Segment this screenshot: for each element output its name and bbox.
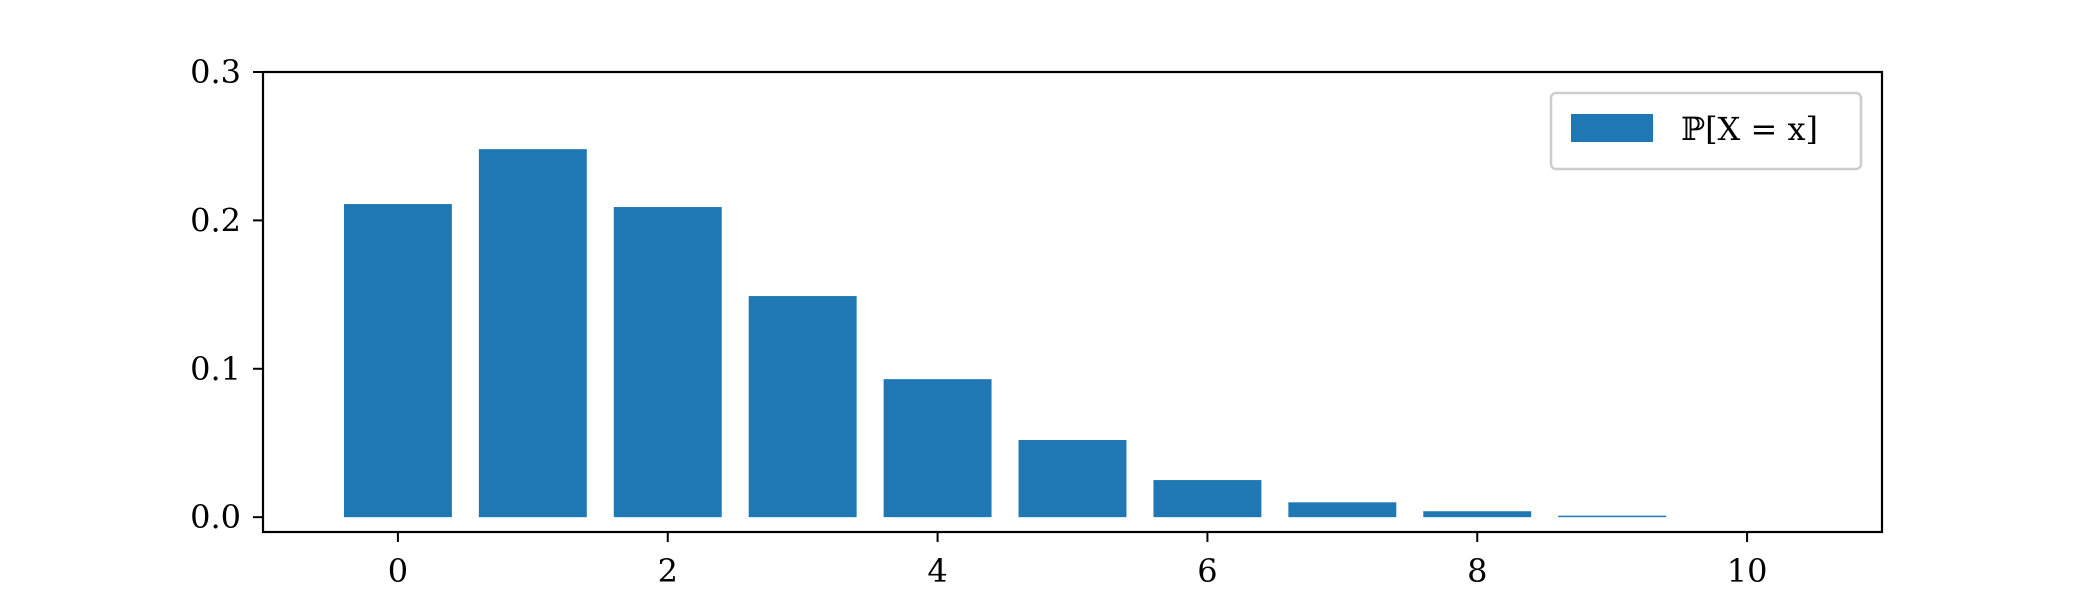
- x-tick-label: 0: [388, 552, 408, 590]
- plot-frame: [261, 70, 1884, 534]
- y-tick-label: 0.1: [190, 350, 241, 388]
- x-tick-label: 10: [1727, 552, 1768, 590]
- bar-2: [613, 207, 722, 518]
- x-tick-label: 8: [1467, 552, 1487, 590]
- bar-1: [478, 149, 587, 518]
- bar-0: [343, 204, 452, 518]
- legend-label: ℙ[X = x]: [1681, 110, 1818, 148]
- legend-swatch: [1571, 114, 1653, 142]
- y-axis-ticks: 0.0 0.1 0.2 0.3: [190, 53, 263, 536]
- y-tick-label: 0.3: [190, 53, 241, 91]
- y-tick-label: 0.2: [190, 201, 241, 239]
- bar-4: [883, 379, 992, 518]
- bar-3: [748, 296, 857, 518]
- y-tick-label: 0.0: [190, 498, 241, 536]
- x-tick-label: 4: [927, 552, 947, 590]
- bar-5: [1018, 440, 1127, 518]
- bar-7: [1288, 502, 1397, 518]
- x-axis-ticks: 0 2 4 6 8 10: [388, 532, 1768, 590]
- x-tick-label: 6: [1197, 552, 1217, 590]
- bar-6: [1153, 480, 1262, 518]
- legend: ℙ[X = x]: [1549, 91, 1863, 171]
- x-tick-label: 2: [658, 552, 678, 590]
- legend-box: [1549, 91, 1863, 171]
- bar-9: [1558, 515, 1667, 518]
- bar-8: [1423, 511, 1532, 518]
- bars-group: [343, 149, 1667, 518]
